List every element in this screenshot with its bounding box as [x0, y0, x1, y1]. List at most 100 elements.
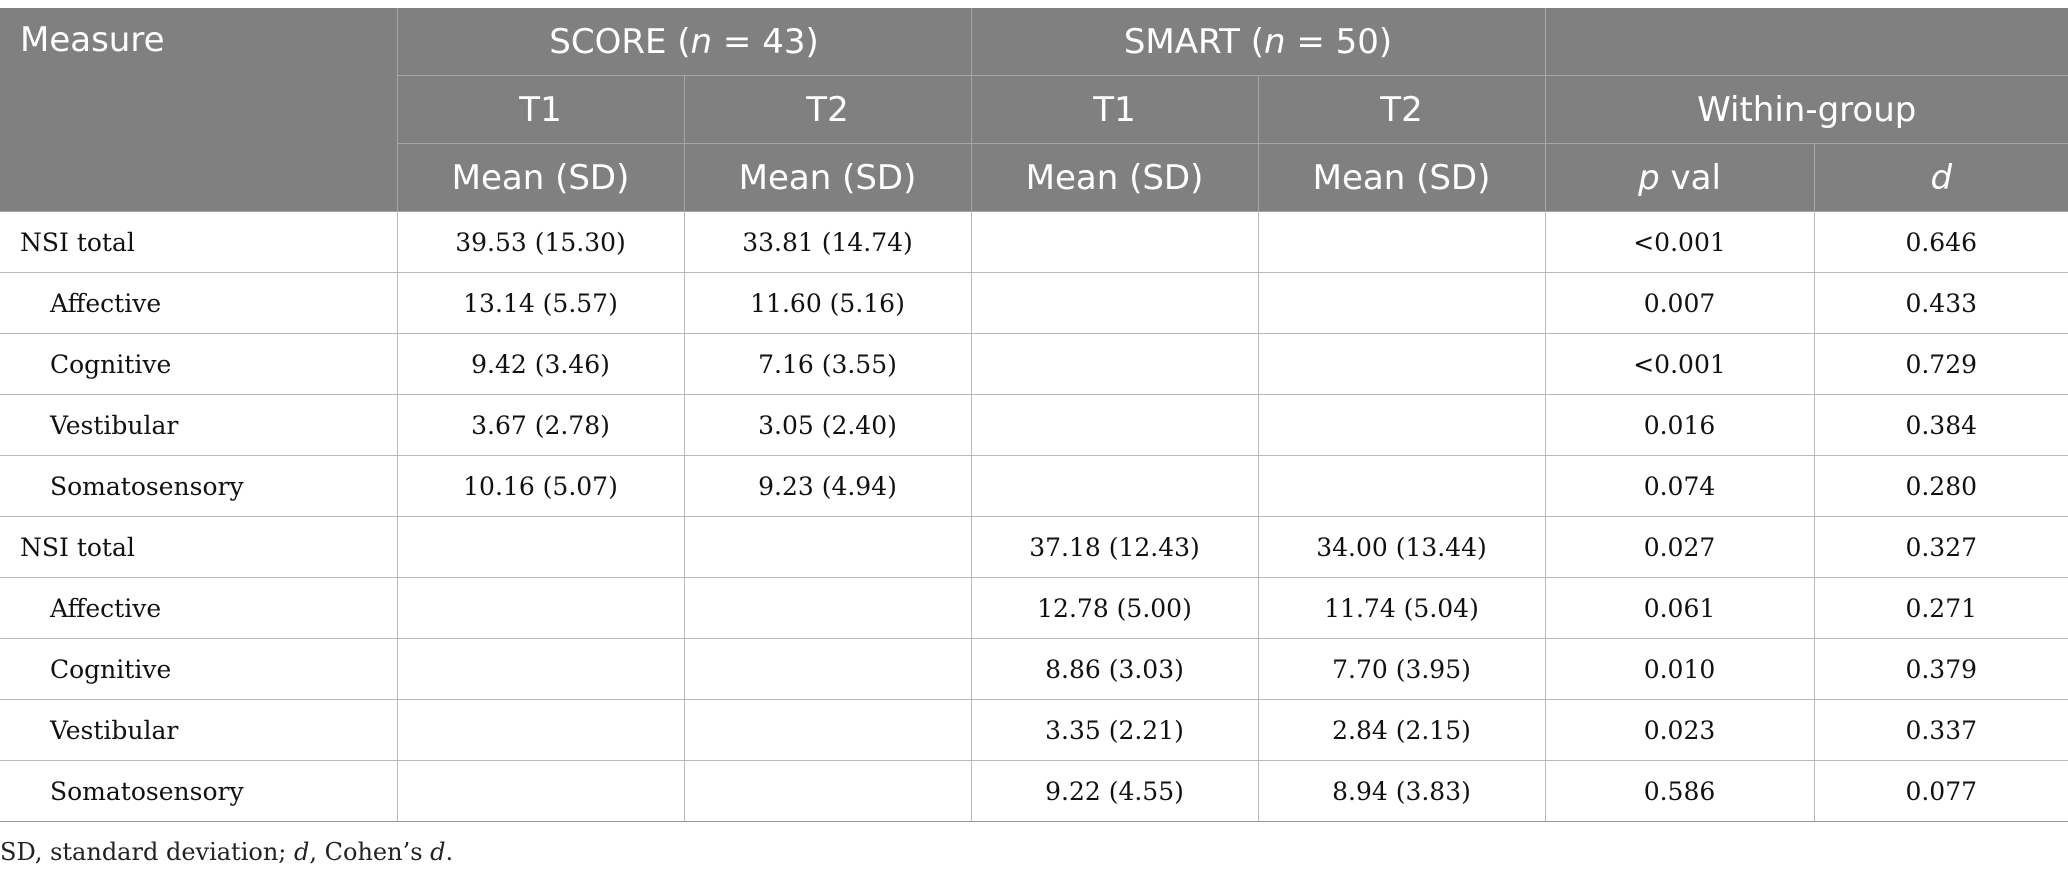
p-value-cell: 0.007 — [1544, 272, 1815, 334]
table-row: Vestibular 3.67 (2.78) 3.05 (2.40) 0.016 0.3… — [0, 394, 2068, 456]
footnote-cohen-text: , Cohen’s — [309, 838, 431, 866]
table-row: Affective 13.14 (5.57) 11.60 (5.16) 0.007 0.… — [0, 272, 2068, 334]
smart-t1-cell — [970, 394, 1259, 456]
p-suffix: val — [1659, 157, 1721, 198]
p-value-cell: 0.010 — [1544, 638, 1815, 700]
score-t2-cell: 11.60 (5.16) — [683, 272, 972, 334]
p-value-cell: 0.016 — [1544, 394, 1815, 456]
score-t1-mean-sd-header: Mean (SD) — [396, 143, 685, 212]
smart-t1-cell: 12.78 (5.00) — [970, 577, 1259, 639]
score-t1-cell: 39.53 (15.30) — [396, 211, 685, 273]
effect-size-cell: 0.433 — [1813, 272, 2068, 334]
smart-group-header: SMART (n = 50) — [970, 8, 1546, 76]
measure-cell: Cognitive — [0, 333, 398, 395]
table-row: NSI total 39.53 (15.30) 33.81 (14.74) <0.00… — [0, 211, 2068, 273]
score-group-header: SCORE (n = 43) — [396, 8, 972, 76]
measure-header-label: Measure — [20, 20, 165, 60]
score-t1-cell — [396, 699, 685, 761]
header-row-stats: Mean (SD) Mean (SD) Mean (SD) Mean (SD) … — [0, 143, 2068, 212]
effect-size-cell: 0.337 — [1813, 699, 2068, 761]
table-row: Somatosensory 9.22 (4.55) 8.94 (3.83) 0.586… — [0, 760, 2068, 822]
smart-t2-cell: 11.74 (5.04) — [1257, 577, 1546, 639]
score-t2-cell — [683, 760, 972, 822]
within-group-header: Within-group — [1544, 75, 2068, 144]
measure-cell: Affective — [0, 272, 398, 334]
p-value-cell: 0.074 — [1544, 455, 1815, 517]
header-row-timepoints: T1 T2 T1 T2 Within-group — [0, 75, 2068, 144]
measure-cell: Vestibular — [0, 394, 398, 456]
table-footnote: SD, standard deviation; d, Cohen’s d. — [0, 838, 453, 866]
effect-size-header: d — [1813, 143, 2068, 212]
score-t2-mean-sd-header: Mean (SD) — [683, 143, 972, 212]
score-t2-cell — [683, 699, 972, 761]
table-row: NSI total 37.18 (12.43) 34.00 (13.44) 0.027… — [0, 516, 2068, 578]
score-t1-header: T1 — [396, 75, 685, 144]
effect-size-cell: 0.729 — [1813, 333, 2068, 395]
smart-t1-cell: 9.22 (4.55) — [970, 760, 1259, 822]
smart-t1-cell: 37.18 (12.43) — [970, 516, 1259, 578]
score-t1-cell — [396, 516, 685, 578]
p-value-cell: 0.061 — [1544, 577, 1815, 639]
footnote-d-symbol: d — [294, 838, 310, 866]
smart-t2-cell — [1257, 211, 1546, 273]
smart-t2-cell — [1257, 333, 1546, 395]
smart-t1-cell — [970, 333, 1259, 395]
score-t1-cell — [396, 638, 685, 700]
smart-t1-cell: 3.35 (2.21) — [970, 699, 1259, 761]
p-value-cell: <0.001 — [1544, 211, 1815, 273]
smart-t2-cell: 34.00 (13.44) — [1257, 516, 1546, 578]
measure-column-header: Measure — [0, 8, 398, 212]
blank-group-header — [1544, 8, 2068, 76]
effect-size-cell: 0.280 — [1813, 455, 2068, 517]
smart-t1-mean-sd-header: Mean (SD) — [970, 143, 1259, 212]
score-t2-cell: 9.23 (4.94) — [683, 455, 972, 517]
smart-t2-cell — [1257, 394, 1546, 456]
p-value-header: p val — [1544, 143, 1815, 212]
measure-cell: Somatosensory — [0, 455, 398, 517]
smart-t1-cell — [970, 211, 1259, 273]
table-row: Affective 12.78 (5.00) 11.74 (5.04) 0.061 0.… — [0, 577, 2068, 639]
smart-t1-header: T1 — [970, 75, 1259, 144]
table-body: NSI total 39.53 (15.30) 33.81 (14.74) <0.00… — [0, 211, 2068, 822]
effect-size-cell: 0.327 — [1813, 516, 2068, 578]
table-row: Cognitive 9.42 (3.46) 7.16 (3.55) <0.001 0.7… — [0, 333, 2068, 395]
effect-size-cell: 0.646 — [1813, 211, 2068, 273]
effect-size-cell: 0.077 — [1813, 760, 2068, 822]
smart-t2-mean-sd-header: Mean (SD) — [1257, 143, 1546, 212]
results-table: Measure SCORE (n = 43) SMART (n = 50) T1… — [0, 8, 2068, 822]
score-t2-cell: 33.81 (14.74) — [683, 211, 972, 273]
measure-cell: NSI total — [0, 211, 398, 273]
table-row: Cognitive 8.86 (3.03) 7.70 (3.95) 0.010 0.37… — [0, 638, 2068, 700]
smart-t2-cell — [1257, 455, 1546, 517]
smart-t1-cell: 8.86 (3.03) — [970, 638, 1259, 700]
score-t2-cell: 3.05 (2.40) — [683, 394, 972, 456]
p-symbol: p — [1638, 157, 1660, 198]
measure-cell: Cognitive — [0, 638, 398, 700]
smart-t2-cell: 7.70 (3.95) — [1257, 638, 1546, 700]
p-value-cell: 0.027 — [1544, 516, 1815, 578]
footnote-period: . — [445, 838, 454, 866]
score-t2-cell — [683, 516, 972, 578]
p-value-cell: <0.001 — [1544, 333, 1815, 395]
measure-cell: Somatosensory — [0, 760, 398, 822]
score-t1-cell: 10.16 (5.07) — [396, 455, 685, 517]
score-n-symbol: n — [690, 21, 713, 62]
smart-n-symbol: n — [1263, 21, 1286, 62]
p-value-cell: 0.023 — [1544, 699, 1815, 761]
table-row: Somatosensory 10.16 (5.07) 9.23 (4.94) 0.07… — [0, 455, 2068, 517]
smart-t2-header: T2 — [1257, 75, 1546, 144]
footnote-d-symbol-2: d — [430, 838, 446, 866]
smart-t1-cell — [970, 455, 1259, 517]
measure-cell: NSI total — [0, 516, 398, 578]
table-row: Vestibular 3.35 (2.21) 2.84 (2.15) 0.023 0.3… — [0, 699, 2068, 761]
score-group-label: SCORE ( — [549, 21, 691, 62]
smart-n-value: = 50) — [1285, 21, 1393, 62]
smart-t2-cell: 8.94 (3.83) — [1257, 760, 1546, 822]
score-t2-cell — [683, 638, 972, 700]
measure-cell: Vestibular — [0, 699, 398, 761]
effect-size-cell: 0.384 — [1813, 394, 2068, 456]
smart-t1-cell — [970, 272, 1259, 334]
score-t1-cell — [396, 760, 685, 822]
p-value-cell: 0.586 — [1544, 760, 1815, 822]
score-t2-cell — [683, 577, 972, 639]
